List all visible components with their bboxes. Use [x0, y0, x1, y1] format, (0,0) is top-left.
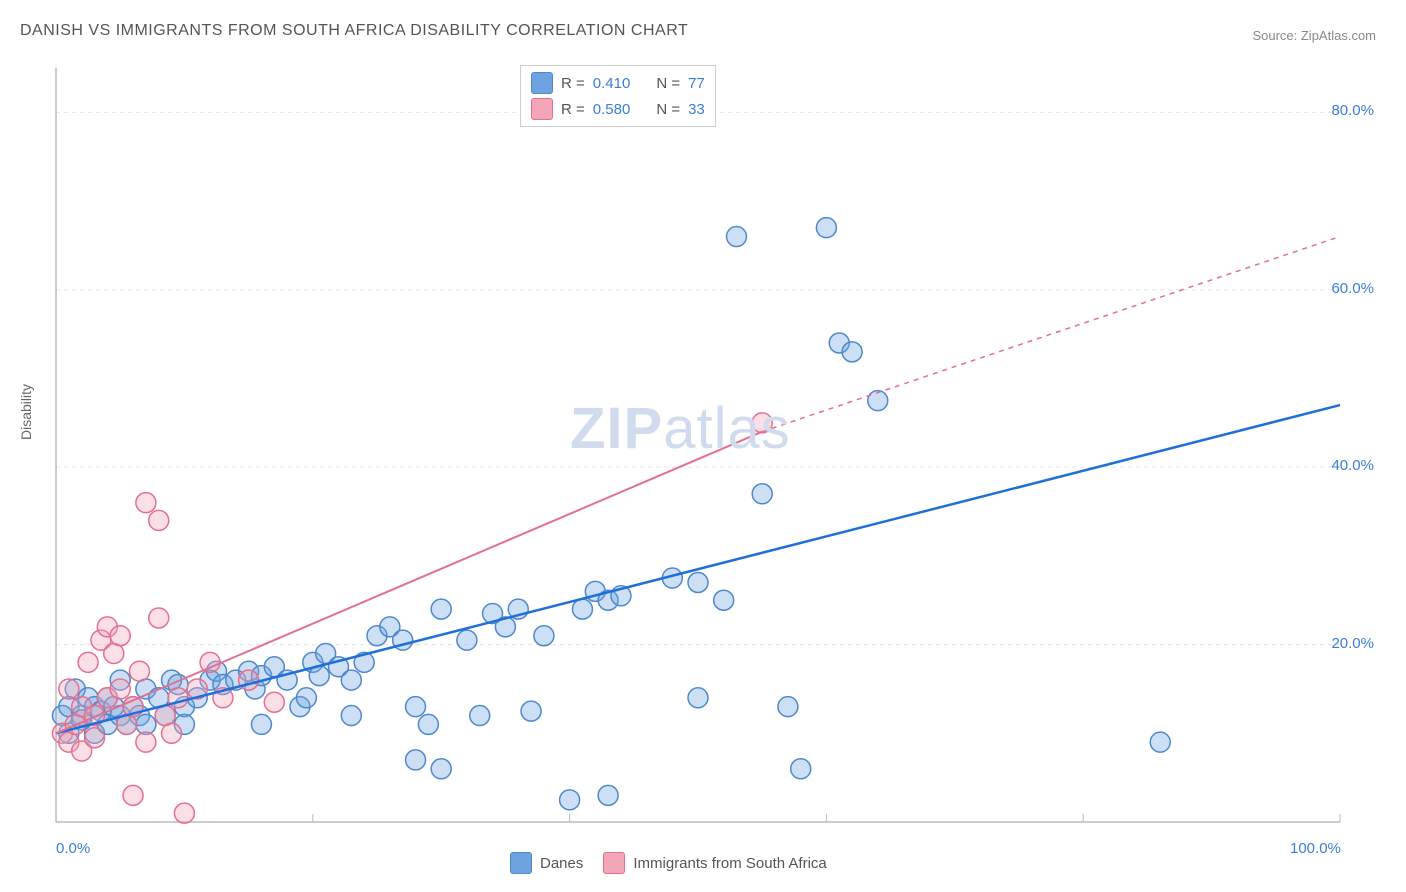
- r-value-danes: 0.410: [593, 75, 631, 92]
- y-tick-label: 60.0%: [1331, 280, 1374, 297]
- legend-label-danes: Danes: [540, 855, 583, 872]
- stats-row-immigrants: R = 0.580 N = 33: [531, 96, 705, 122]
- swatch-danes: [531, 72, 553, 94]
- y-tick-label: 20.0%: [1331, 635, 1374, 652]
- n-label: N =: [656, 75, 680, 92]
- scatter-plot-svg: [48, 60, 1348, 830]
- r-label: R =: [561, 101, 585, 118]
- y-axis-label: Disability: [18, 384, 34, 440]
- legend-swatch-immigrants: [603, 852, 625, 874]
- y-tick-label: 40.0%: [1331, 457, 1374, 474]
- stats-row-danes: R = 0.410 N = 77: [531, 70, 705, 96]
- legend-swatch-danes: [510, 852, 532, 874]
- chart-area: [48, 60, 1348, 830]
- n-value-immigrants: 33: [688, 101, 705, 118]
- n-value-danes: 77: [688, 75, 705, 92]
- legend-item-danes: Danes: [510, 852, 583, 874]
- stats-legend: R = 0.410 N = 77 R = 0.580 N = 33: [520, 65, 716, 127]
- series-legend: Danes Immigrants from South Africa: [510, 852, 827, 874]
- x-tick-label: 0.0%: [56, 840, 90, 857]
- source-attribution: Source: ZipAtlas.com: [1252, 28, 1376, 43]
- r-value-immigrants: 0.580: [593, 101, 631, 118]
- r-label: R =: [561, 75, 585, 92]
- x-tick-label: 100.0%: [1290, 840, 1341, 857]
- n-label: N =: [656, 101, 680, 118]
- y-tick-label: 80.0%: [1331, 102, 1374, 119]
- legend-label-immigrants: Immigrants from South Africa: [633, 855, 826, 872]
- legend-item-immigrants: Immigrants from South Africa: [603, 852, 826, 874]
- chart-title: DANISH VS IMMIGRANTS FROM SOUTH AFRICA D…: [20, 22, 688, 40]
- swatch-immigrants: [531, 98, 553, 120]
